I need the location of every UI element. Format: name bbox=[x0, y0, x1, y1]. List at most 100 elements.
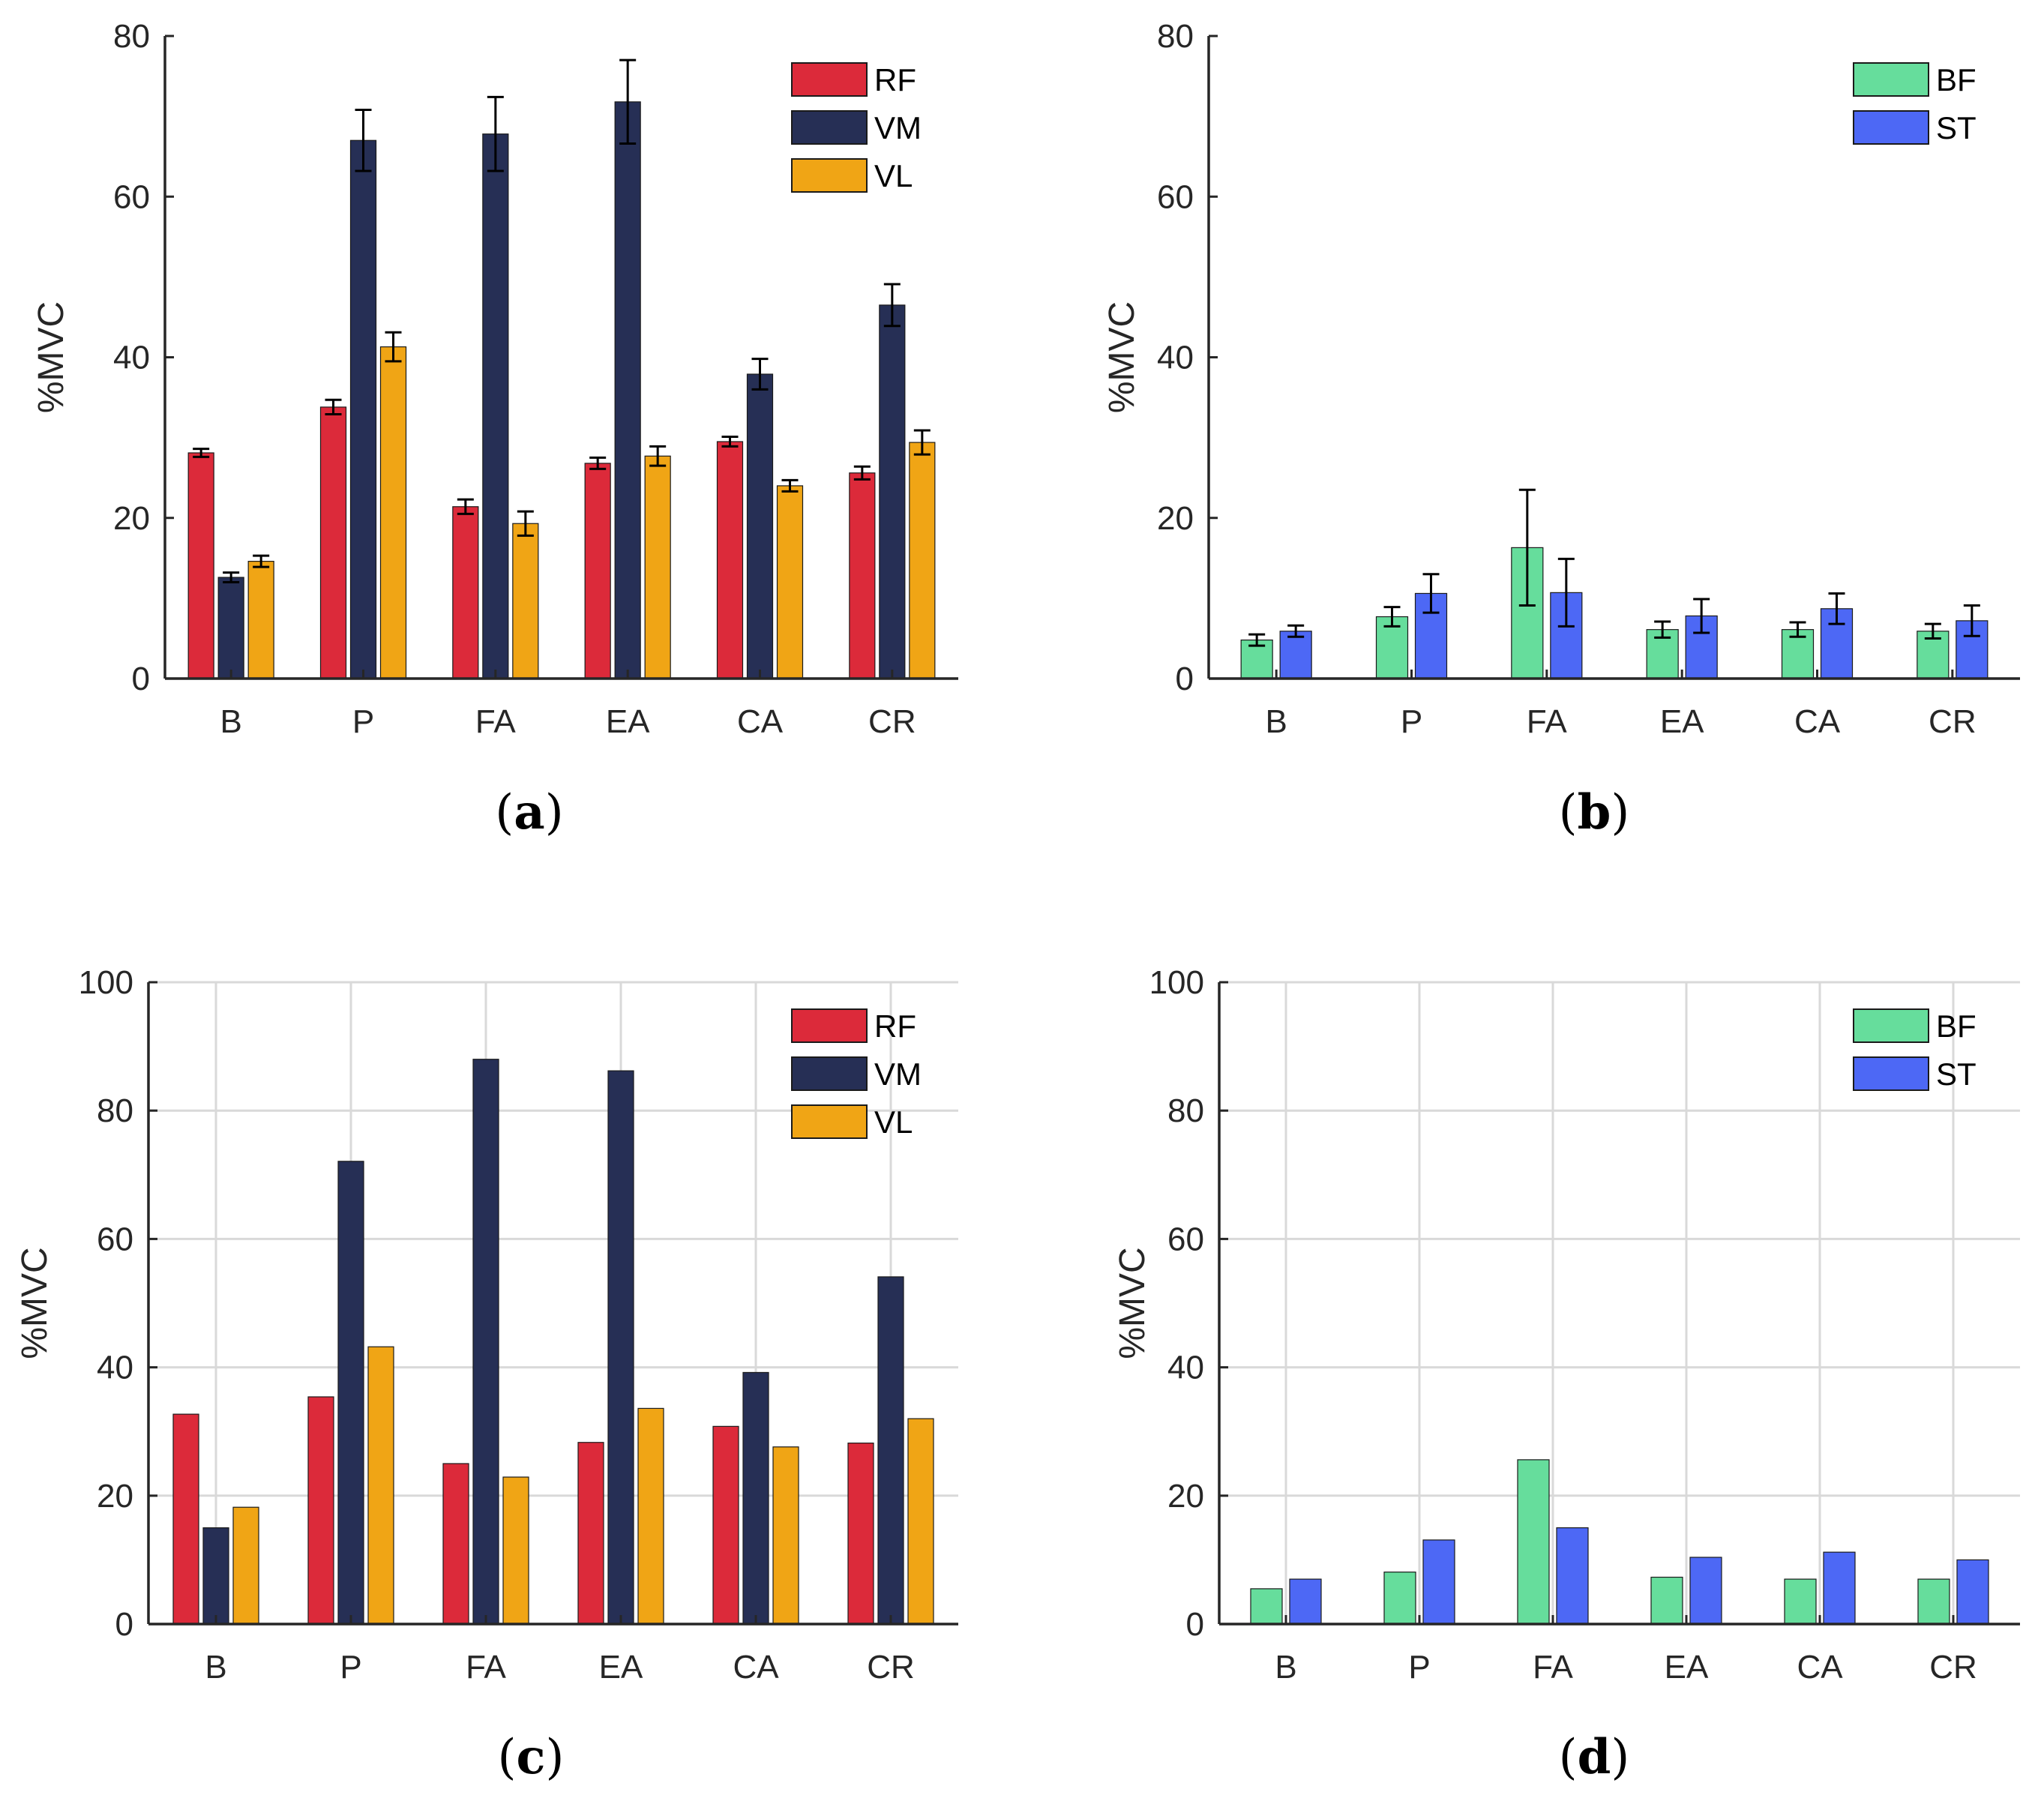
bar-BF-FA bbox=[1517, 1459, 1550, 1625]
bar-ST-B bbox=[1279, 631, 1312, 679]
panel-a: 0 20 40 60 80 B P FA EA CA CR %MVC RF VM VL (a) bbox=[31, 18, 958, 841]
panel-label: (d) bbox=[1559, 1729, 1630, 1785]
bar-VL-B bbox=[247, 560, 274, 679]
y-tick-label: 60 bbox=[113, 178, 150, 215]
bar-RF-B bbox=[172, 1413, 199, 1625]
bar-ST-EA bbox=[1689, 1557, 1722, 1625]
bar-ST-CA bbox=[1823, 1551, 1856, 1625]
legend-label-BF: BF bbox=[1936, 1008, 1977, 1044]
bar-RF-FA bbox=[442, 1463, 469, 1625]
y-tick-label: 80 bbox=[1167, 1092, 1204, 1129]
bar-RF-CR bbox=[849, 472, 876, 679]
x-tick-label: CR bbox=[867, 1649, 915, 1686]
x-tick-label: CA bbox=[737, 703, 784, 740]
bar-VL-EA bbox=[644, 455, 671, 679]
legend-swatch-VL bbox=[791, 1104, 868, 1139]
legend-swatch-VM bbox=[791, 110, 868, 145]
bar-VM-EA bbox=[614, 101, 641, 679]
bar-ST-FA bbox=[1556, 1527, 1589, 1625]
x-tick-label: FA bbox=[1533, 1649, 1573, 1686]
y-axis-title: %MVC bbox=[1113, 1247, 1152, 1359]
x-tick-label: CA bbox=[1797, 1649, 1843, 1686]
y-tick-label: 60 bbox=[1167, 1221, 1204, 1257]
x-tick-label: P bbox=[340, 1649, 361, 1686]
legend-label-VL: VL bbox=[874, 158, 913, 193]
y-tick-label: 0 bbox=[115, 1606, 133, 1643]
legend-label-RF: RF bbox=[874, 62, 916, 97]
legend-label-ST: ST bbox=[1936, 1056, 1977, 1092]
bar-VL-EA bbox=[637, 1407, 664, 1625]
bar-BF-CR bbox=[1917, 1578, 1950, 1625]
x-tick-label: P bbox=[1408, 1649, 1430, 1686]
y-axis-title: %MVC bbox=[1102, 301, 1142, 413]
panel-label: (b) bbox=[1559, 784, 1630, 841]
y-axis-title: %MVC bbox=[15, 1247, 55, 1359]
y-tick-label: 0 bbox=[1186, 1606, 1204, 1643]
y-tick-label: 40 bbox=[1157, 340, 1194, 376]
bar-VM-P bbox=[337, 1161, 364, 1625]
legend-swatch-VL bbox=[791, 158, 868, 193]
y-tick-label: 40 bbox=[113, 340, 150, 376]
bar-VM-EA bbox=[607, 1070, 634, 1625]
bar-RF-EA bbox=[584, 463, 611, 679]
bar-VL-B bbox=[232, 1506, 259, 1625]
legend-label-BF: BF bbox=[1936, 62, 1977, 97]
legend-label-VM: VM bbox=[874, 110, 922, 145]
bar-BF-B bbox=[1250, 1588, 1283, 1625]
x-tick-label: CA bbox=[733, 1649, 779, 1686]
bar-RF-CA bbox=[716, 441, 744, 679]
bar-BF-EA bbox=[1650, 1576, 1683, 1625]
bar-VM-CA bbox=[746, 373, 774, 679]
y-tick-label: 80 bbox=[1157, 18, 1194, 55]
x-tick-label: EA bbox=[1660, 703, 1704, 740]
y-axis-title: %MVC bbox=[31, 301, 71, 413]
bar-VM-CR bbox=[879, 304, 906, 679]
bar-VL-FA bbox=[512, 523, 539, 679]
y-tick-label: 60 bbox=[97, 1221, 133, 1257]
legend-swatch-ST bbox=[1853, 110, 1929, 145]
x-tick-label: FA bbox=[466, 1649, 506, 1686]
panel-d: 0 20 40 60 80 100 B P FA EA CA CR %MVC BF ST (d) bbox=[1113, 964, 2020, 1785]
panel-label: (a) bbox=[495, 784, 563, 841]
legend-label-VL: VL bbox=[874, 1104, 913, 1140]
y-tick-label: 0 bbox=[1176, 661, 1194, 697]
y-tick-label: 20 bbox=[1167, 1478, 1204, 1515]
x-tick-label: CR bbox=[1929, 703, 1977, 740]
x-tick-label: FA bbox=[1527, 703, 1567, 740]
x-tick-label: P bbox=[1401, 703, 1422, 740]
legend-label-VM: VM bbox=[874, 1056, 922, 1092]
legend-label-RF: RF bbox=[874, 1008, 916, 1044]
bar-VL-CR bbox=[907, 1418, 934, 1625]
bar-VL-CR bbox=[909, 442, 936, 679]
y-tick-label: 80 bbox=[113, 18, 150, 55]
bar-VL-CA bbox=[772, 1446, 799, 1625]
x-tick-label: B bbox=[220, 703, 241, 740]
x-tick-label: FA bbox=[475, 703, 516, 740]
y-tick-label: 40 bbox=[97, 1350, 133, 1386]
x-tick-label: CR bbox=[868, 703, 916, 740]
y-tick-label: 80 bbox=[97, 1092, 133, 1129]
bar-VM-FA bbox=[482, 133, 509, 679]
bar-VM-B bbox=[202, 1527, 229, 1625]
y-tick-label: 20 bbox=[97, 1478, 133, 1515]
bar-VM-CA bbox=[742, 1371, 769, 1625]
x-tick-label: EA bbox=[1665, 1649, 1709, 1686]
y-tick-label: 0 bbox=[132, 661, 150, 697]
y-tick-label: 20 bbox=[113, 500, 150, 537]
bar-ST-CR bbox=[1956, 1559, 1989, 1625]
x-tick-label: B bbox=[1275, 1649, 1296, 1686]
bar-BF-CA bbox=[1784, 1578, 1817, 1625]
bar-VM-CR bbox=[877, 1276, 904, 1625]
bar-ST-P bbox=[1422, 1539, 1455, 1625]
bar-RF-FA bbox=[452, 506, 479, 679]
y-tick-label: 60 bbox=[1157, 178, 1194, 215]
bar-RF-EA bbox=[577, 1442, 604, 1625]
y-tick-label: 100 bbox=[79, 964, 133, 1001]
legend-swatch-RF bbox=[791, 62, 868, 97]
y-tick-label: 40 bbox=[1167, 1350, 1204, 1386]
x-tick-label: CA bbox=[1794, 703, 1841, 740]
x-tick-label: B bbox=[1265, 703, 1287, 740]
bar-RF-CA bbox=[712, 1425, 739, 1625]
bar-VM-P bbox=[349, 139, 377, 679]
